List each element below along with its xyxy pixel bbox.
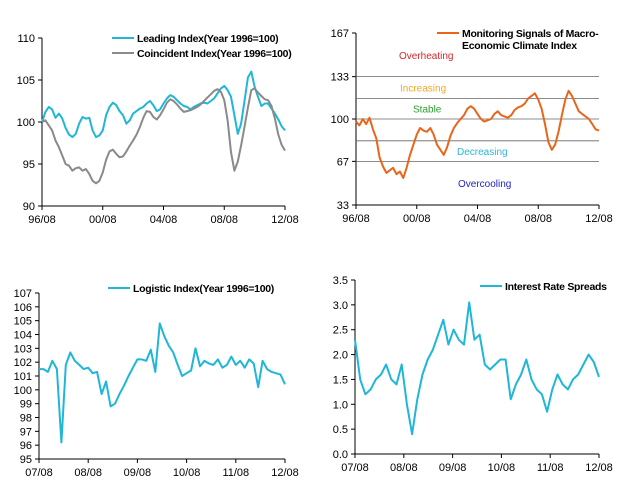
y-tick-label: 90 <box>23 201 35 213</box>
x-tick-label: 10/08 <box>173 467 201 479</box>
zone-label: Stable <box>413 105 442 116</box>
legend-label: Leading Index(Year 1996=100) <box>137 33 278 45</box>
y-tick-label: 67 <box>337 156 349 168</box>
legend-label: Interest Rate Spreads <box>505 281 607 293</box>
y-tick-label: 1.0 <box>333 399 348 411</box>
x-tick-label: 11/08 <box>222 467 249 479</box>
x-tick-label: 08/08 <box>210 214 238 226</box>
y-tick-label: 105 <box>17 75 35 87</box>
y-tick-label: 167 <box>331 28 349 40</box>
zone-label: Increasing <box>400 84 446 95</box>
chart-monitoring-signals-svg: 33 67 100 133 167 96/08 00/08 04/08 08/08 12/08 Ov… <box>331 28 613 225</box>
series-line <box>41 70 286 139</box>
y-tick-label: 100 <box>17 117 35 129</box>
y-tick-label: 95 <box>23 159 35 171</box>
y-tick-label: 103 <box>14 343 32 355</box>
zone-label: Decreasing <box>457 147 508 158</box>
series-line <box>41 87 286 185</box>
x-tick-label: 04/08 <box>464 213 492 225</box>
x-tick-label: 12/08 <box>585 213 613 225</box>
zone-label: Overheating <box>399 51 453 62</box>
chart-interest-rate-spreads-svg: 0.0 0.5 1.0 1.5 2.0 2.5 3.0 3.5 07/08 08/08 09/08 1… <box>333 275 613 474</box>
x-tick-label: 10/08 <box>488 462 516 474</box>
x-tick-label: 09/08 <box>124 467 152 479</box>
chart-logistic-index: 95 96 97 98 99 100 101 102 103 104 105 106 107 07/08 0… <box>0 252 315 503</box>
y-tick-label: 95 <box>20 454 32 466</box>
x-tick-label: 11/08 <box>537 462 564 474</box>
series-line <box>354 301 600 436</box>
legend-label: Logistic Index(Year 1996=100) <box>133 283 274 295</box>
y-tick-label: 110 <box>17 33 35 45</box>
x-tick-label: 96/08 <box>342 213 370 225</box>
chart-monitoring-signals: 33 67 100 133 167 96/08 00/08 04/08 08/08 12/08 Ov… <box>315 0 629 252</box>
y-tick-label: 101 <box>14 371 32 383</box>
y-tick-label: 33 <box>337 200 349 212</box>
x-tick-label: 96/08 <box>28 214 56 226</box>
y-tick-label: 104 <box>14 330 32 342</box>
x-tick-label: 00/08 <box>403 213 431 225</box>
y-tick-label: 107 <box>14 288 32 300</box>
zone-label: Overcooling <box>458 179 511 190</box>
x-tick-label: 12/08 <box>585 462 613 474</box>
y-tick-label: 96 <box>20 440 32 452</box>
y-tick-label: 0.0 <box>333 449 348 461</box>
x-tick-label: 08/08 <box>524 213 552 225</box>
y-tick-label: 0.5 <box>333 424 348 436</box>
chart-interest-rate-spreads: 0.0 0.5 1.0 1.5 2.0 2.5 3.0 3.5 07/08 08/08 09/08 1… <box>315 252 629 503</box>
y-tick-label: 106 <box>14 302 32 314</box>
legend-label: Economic Climate Index <box>462 40 577 52</box>
y-tick-label: 105 <box>14 316 32 328</box>
x-tick-label: 08/08 <box>74 467 102 479</box>
x-tick-label: 00/08 <box>89 214 117 226</box>
y-tick-label: 1.5 <box>333 374 348 386</box>
y-tick-label: 100 <box>14 385 32 397</box>
y-tick-label: 133 <box>331 72 349 84</box>
y-tick-label: 2.0 <box>333 350 348 362</box>
x-tick-label: 07/08 <box>25 467 53 479</box>
x-tick-label: 09/08 <box>439 462 467 474</box>
y-tick-label: 3.5 <box>333 275 348 287</box>
x-tick-label: 08/08 <box>390 462 418 474</box>
series-line <box>39 322 286 444</box>
y-tick-label: 98 <box>20 413 32 425</box>
y-tick-label: 2.5 <box>333 325 348 337</box>
y-tick-label: 102 <box>14 357 32 369</box>
x-tick-label: 07/08 <box>341 462 369 474</box>
x-tick-label: 12/08 <box>271 214 299 226</box>
chart-leading-coincident: 90 95 100 105 110 96/08 00/08 04/08 08/08 12/08 Le… <box>0 0 315 252</box>
y-tick-label: 99 <box>20 399 32 411</box>
y-tick-label: 3.0 <box>333 300 348 312</box>
legend-label: Monitoring Signals of Macro- <box>462 28 599 40</box>
y-tick-label: 97 <box>20 426 32 438</box>
x-tick-label: 04/08 <box>150 214 178 226</box>
y-tick-label: 100 <box>331 114 349 126</box>
x-tick-label: 12/08 <box>271 467 299 479</box>
series-line <box>355 89 600 179</box>
chart-leading-coincident-svg: 90 95 100 105 110 96/08 00/08 04/08 08/08 12/08 Le… <box>17 33 299 226</box>
legend-label: Coincident Index(Year 1996=100) <box>137 48 291 60</box>
